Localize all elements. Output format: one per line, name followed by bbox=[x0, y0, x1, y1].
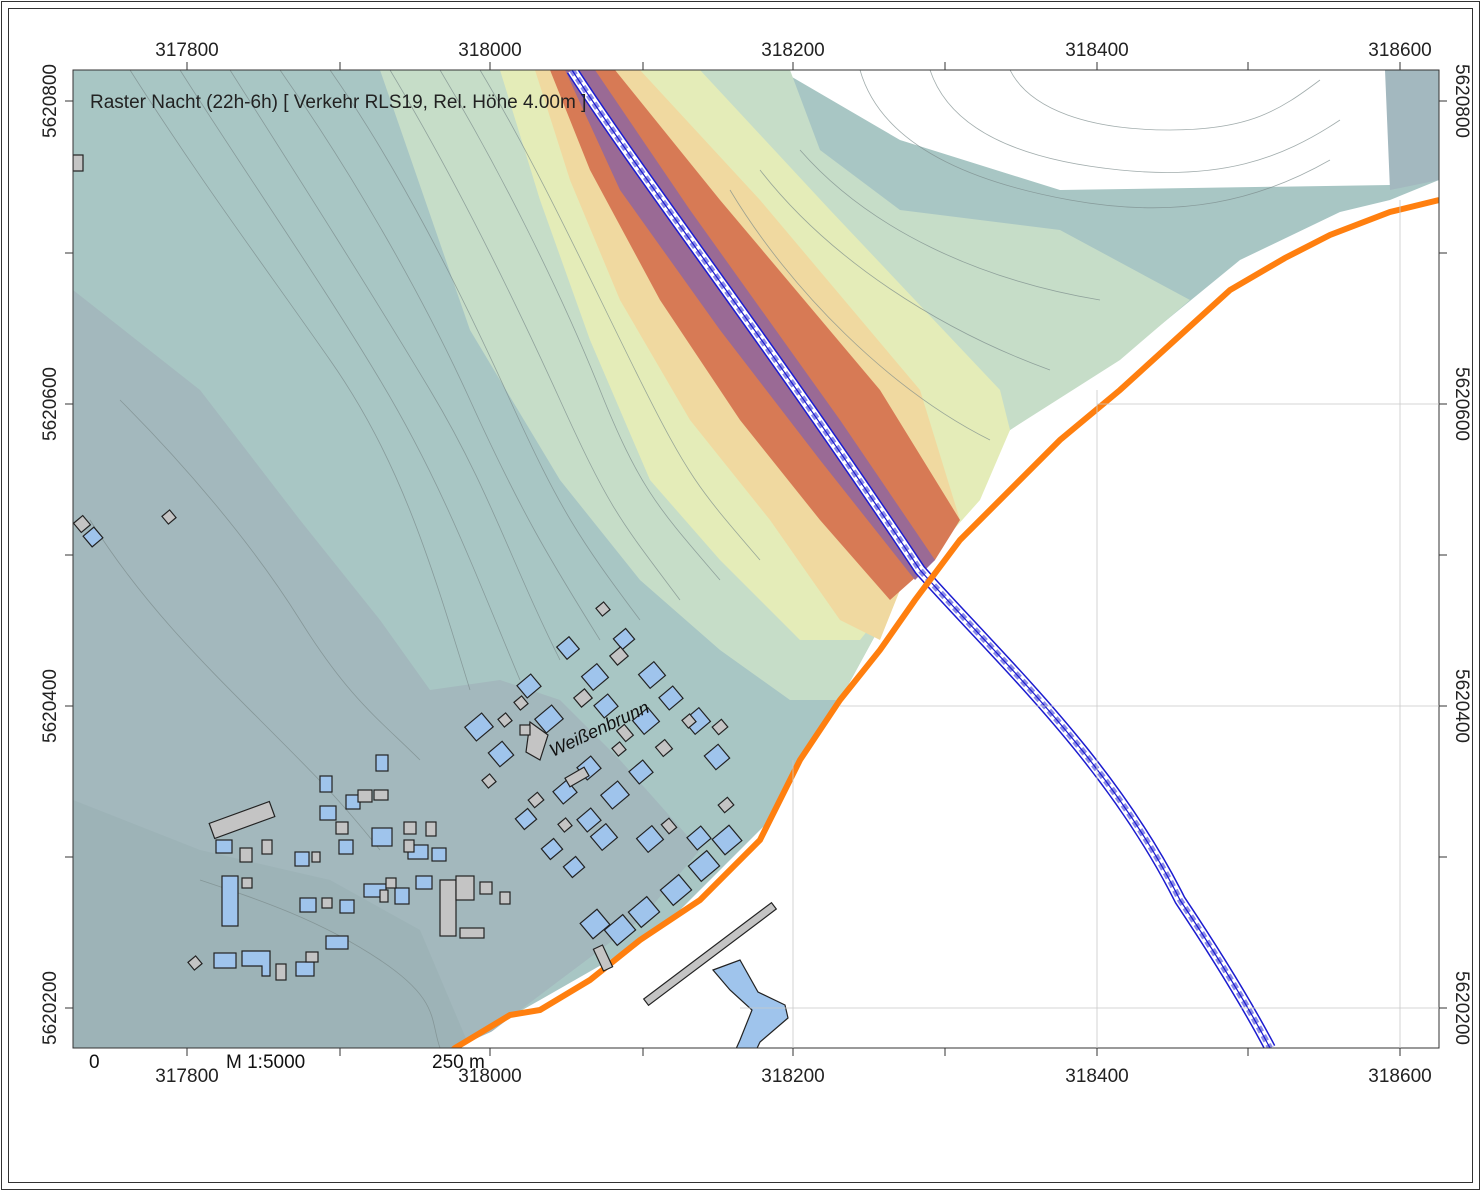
tick-marks bbox=[65, 62, 1447, 1056]
x-tick-label: 318400 bbox=[1065, 1066, 1128, 1087]
map-title: Raster Nacht (22h-6h) [ Verkehr RLS19, R… bbox=[90, 92, 586, 113]
contour-lines bbox=[89, 70, 1341, 1048]
y-tick-label: 5620800 bbox=[40, 64, 61, 138]
y-tick-label: 5620600 bbox=[40, 367, 61, 441]
road-lines bbox=[566, 70, 1276, 1048]
y-tick-label: 5620200 bbox=[1451, 971, 1472, 1045]
inner-frame bbox=[8, 8, 1473, 1183]
y-tick-label: 5620600 bbox=[1451, 367, 1472, 441]
x-axis-bottom-labels: 317800 317800 318000 318200 318400 31860… bbox=[155, 1066, 1431, 1087]
x-tick-label: 318200 bbox=[761, 1066, 824, 1087]
y-tick-label: 5620800 bbox=[1451, 64, 1472, 138]
y-tick-label: 5620200 bbox=[40, 971, 61, 1045]
map-area bbox=[73, 70, 1439, 1048]
buildings-other bbox=[73, 154, 778, 1007]
x-tick-label: 318000 bbox=[458, 1066, 521, 1087]
x-tick-label: 318200 bbox=[761, 40, 824, 61]
buildings-calculated bbox=[82, 526, 789, 1048]
x-axis-top-labels: 317800 318000 318200 318400 318600 bbox=[155, 40, 1431, 61]
scale-bar-start-label: 0 bbox=[89, 1052, 100, 1073]
x-tick-label: 317800 bbox=[155, 1066, 218, 1087]
level-band-lowest bbox=[73, 800, 470, 1048]
x-tick-label: 318600 bbox=[1368, 1066, 1431, 1087]
x-tick-label: 317800 bbox=[155, 40, 218, 61]
x-tick-label: 318600 bbox=[1368, 40, 1431, 61]
y-tick-label: 5620400 bbox=[40, 669, 61, 743]
map-border bbox=[72, 69, 1440, 1049]
y-tick-label: 5620400 bbox=[1451, 669, 1472, 743]
y-axis-left-labels: 5620800 5620600 5620400 5620200 bbox=[40, 64, 61, 1045]
y-axis-right-labels: 5620800 5620600 5620400 5620200 bbox=[1451, 64, 1472, 1045]
calculation-boundary bbox=[450, 197, 1439, 1048]
x-tick-label: 318400 bbox=[1065, 40, 1128, 61]
scale-bar-scale-label: M 1:5000 bbox=[226, 1052, 305, 1073]
grid-lines bbox=[740, 200, 1439, 1048]
x-tick-label: 318000 bbox=[458, 40, 521, 61]
outside-calculation-area bbox=[455, 200, 1439, 1048]
scale-bar-end-label: 250 m bbox=[432, 1052, 485, 1073]
level-band-top-right bbox=[1385, 70, 1439, 190]
